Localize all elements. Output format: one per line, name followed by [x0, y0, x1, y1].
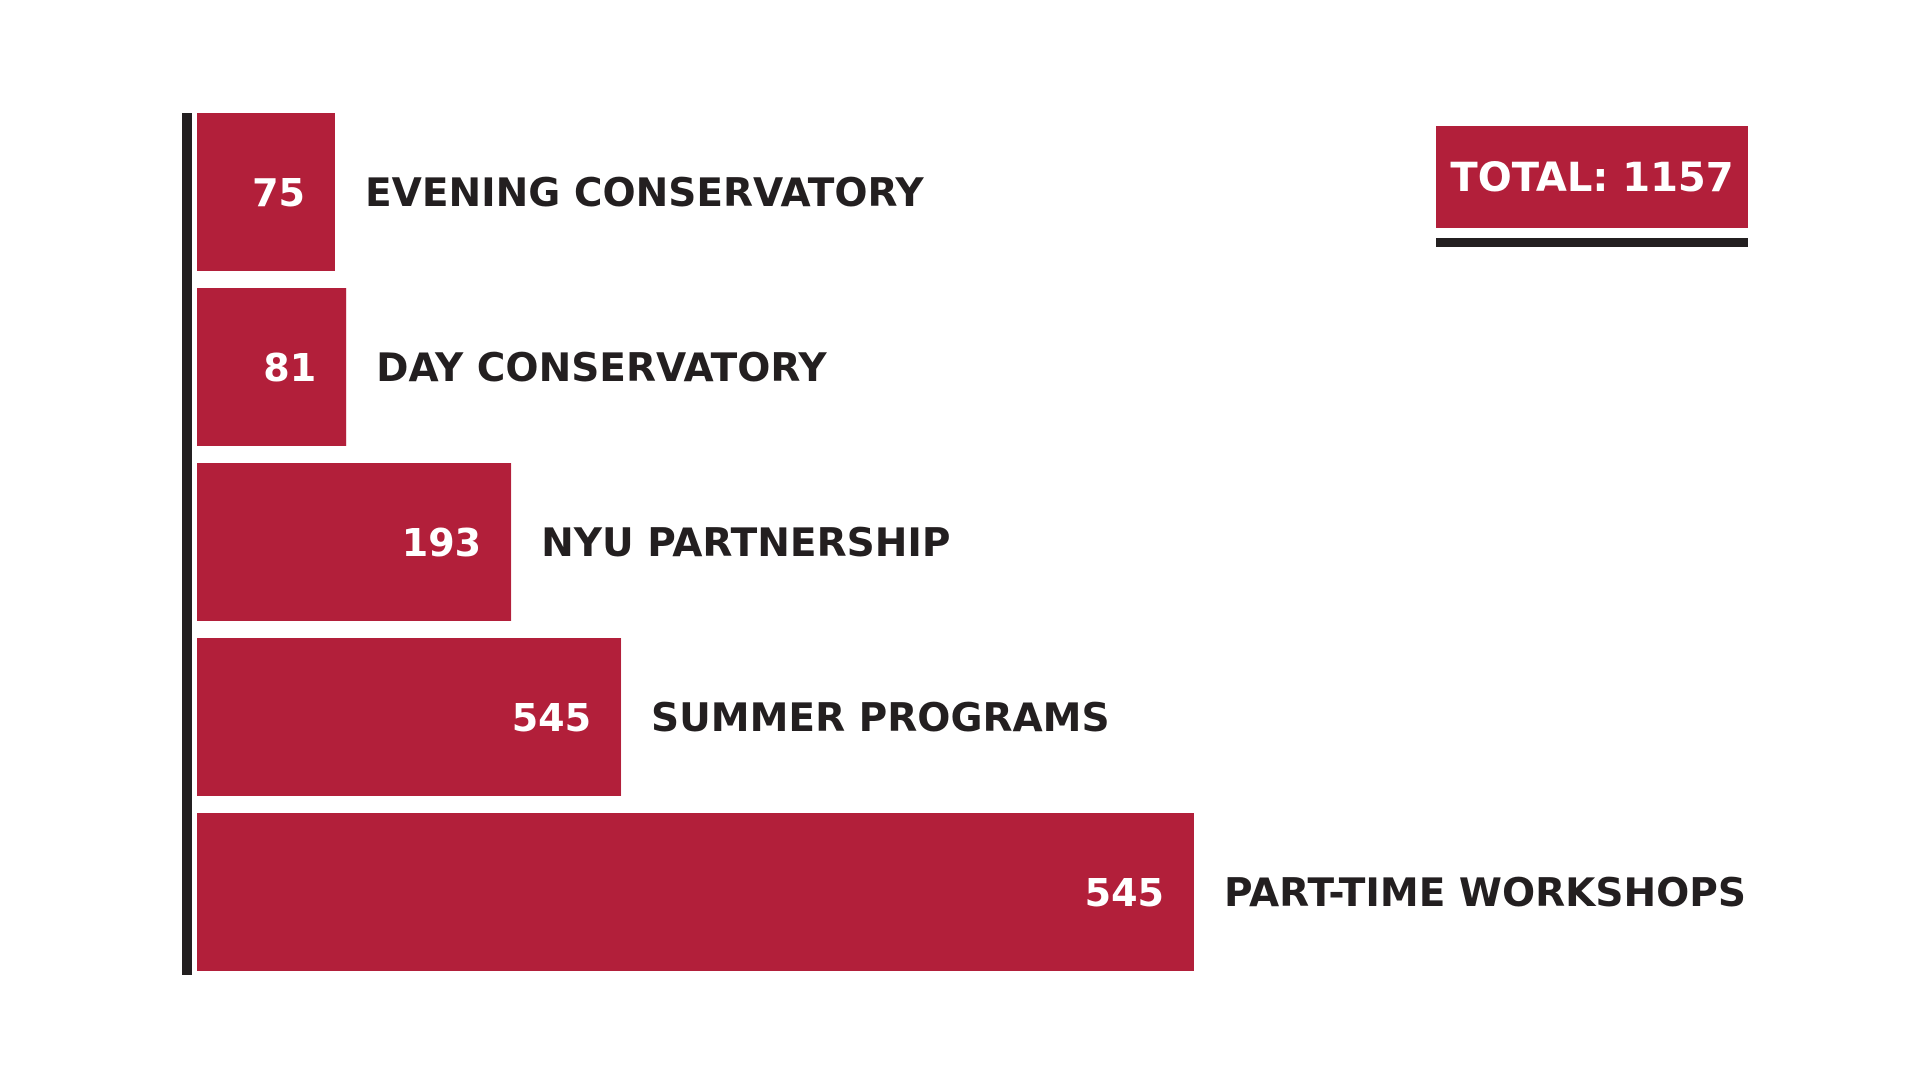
category-label: DAY CONSERVATORY: [376, 346, 827, 391]
bar-value-label: 75: [252, 171, 305, 215]
category-label: PART-TIME WORKSHOPS: [1224, 871, 1746, 916]
bar-1: [197, 113, 335, 271]
total-box: TOTAL: 1157: [1436, 126, 1748, 247]
bars-group: 75 EVENING CONSERVATORY 81 DAY CONSERVATORY…: [197, 113, 1746, 971]
bar-3: [197, 463, 512, 621]
bar-2: [197, 288, 347, 446]
total-box-underline: [1436, 238, 1748, 247]
bar-value-label: 545: [512, 696, 591, 740]
y-axis-line: [182, 113, 192, 975]
total-text: TOTAL: 1157: [1450, 155, 1733, 201]
bar-5: [197, 813, 1194, 971]
category-label: SUMMER PROGRAMS: [651, 696, 1110, 741]
bar-4: [197, 638, 622, 796]
bar-value-label: 81: [263, 346, 316, 390]
category-label: EVENING CONSERVATORY: [365, 171, 924, 216]
bar-value-label: 193: [402, 521, 481, 565]
total-box-background: [1436, 126, 1748, 228]
bar-value-label: 545: [1085, 871, 1164, 915]
category-label: NYU PARTNERSHIP: [541, 521, 950, 566]
